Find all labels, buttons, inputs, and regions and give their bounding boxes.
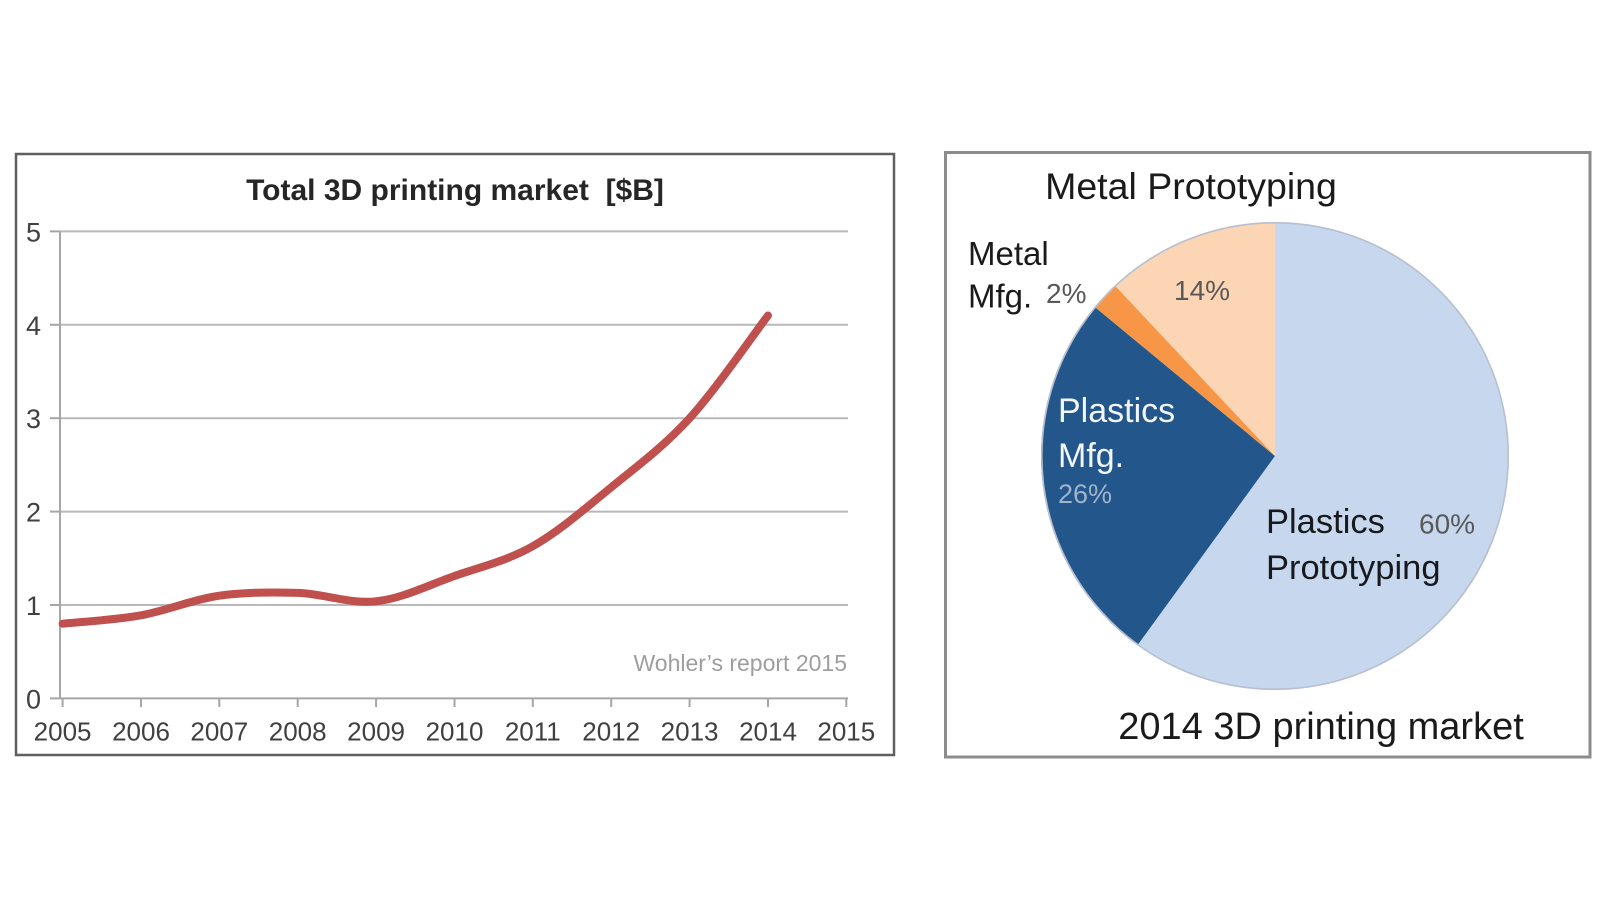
svg-text:14%: 14% [1174, 275, 1230, 306]
svg-text:2005: 2005 [34, 717, 92, 747]
svg-text:2010: 2010 [426, 717, 484, 747]
svg-text:Plastics: Plastics [1058, 392, 1175, 430]
svg-text:2013: 2013 [661, 717, 719, 747]
svg-text:Mfg.: Mfg. [968, 278, 1032, 315]
svg-text:2014: 2014 [739, 717, 797, 747]
svg-text:Prototyping: Prototyping [1266, 549, 1441, 587]
svg-text:1: 1 [26, 591, 41, 621]
svg-text:3: 3 [26, 404, 41, 434]
svg-text:2: 2 [26, 498, 41, 528]
svg-text:Plastics: Plastics [1266, 503, 1385, 541]
svg-text:2015: 2015 [817, 717, 875, 747]
svg-text:2009: 2009 [347, 717, 405, 747]
svg-text:Mfg.: Mfg. [1058, 437, 1124, 475]
svg-text:2012: 2012 [582, 717, 640, 747]
svg-text:0: 0 [26, 684, 41, 714]
svg-text:Total 3D printing market [$B]: Total 3D printing market [$B] [246, 174, 664, 207]
svg-text:2%: 2% [1046, 278, 1086, 309]
svg-text:Metal: Metal [968, 235, 1049, 272]
svg-text:Wohler’s report 2015: Wohler’s report 2015 [633, 650, 847, 676]
svg-text:4: 4 [26, 311, 41, 341]
svg-text:60%: 60% [1419, 509, 1475, 540]
svg-text:26%: 26% [1058, 479, 1112, 509]
svg-text:2011: 2011 [505, 717, 561, 747]
svg-text:2014 3D printing market: 2014 3D printing market [1118, 706, 1524, 748]
svg-text:Metal Prototyping: Metal Prototyping [1045, 165, 1337, 207]
svg-text:2007: 2007 [190, 717, 248, 747]
svg-text:5: 5 [26, 217, 41, 247]
svg-text:2008: 2008 [269, 717, 327, 747]
svg-text:2006: 2006 [112, 717, 170, 747]
